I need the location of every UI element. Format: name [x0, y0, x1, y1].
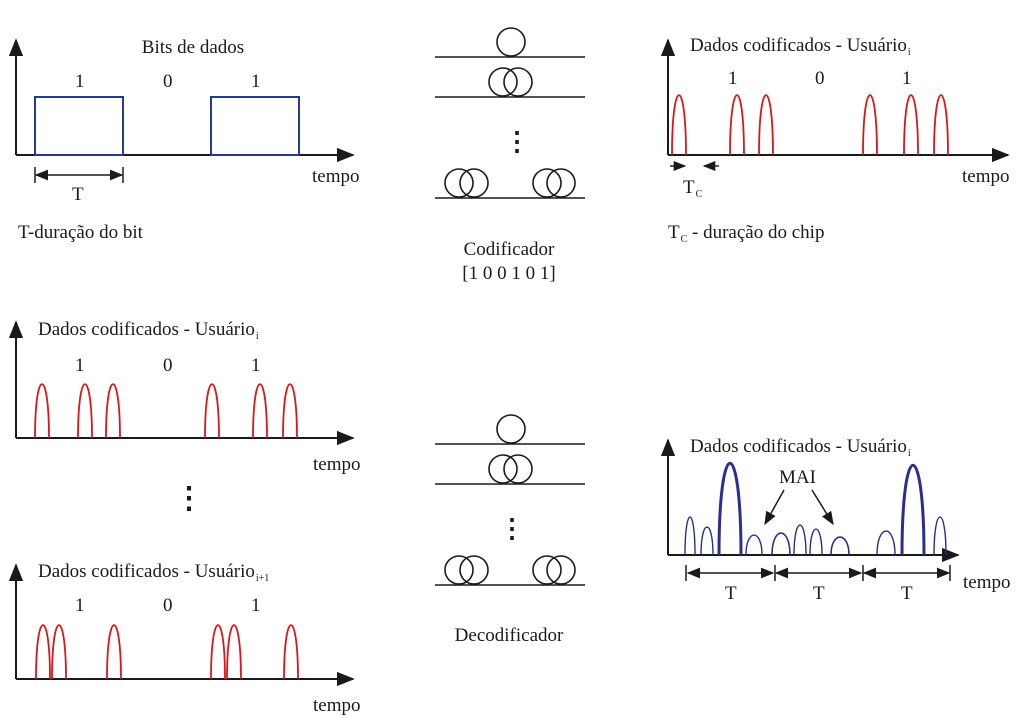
encoder-label: Codificador: [463, 239, 555, 260]
chip-caption-main: T: [668, 222, 680, 243]
time-axis-label: tempo: [312, 166, 360, 187]
user-i1-chip-pulses: [35, 624, 299, 680]
chip-pulse-3: [758, 94, 774, 156]
decoded-panel-axes: [660, 438, 960, 563]
encoded-time-axis-label: tempo: [962, 166, 1010, 187]
decoder-fiber-lines: [435, 443, 585, 586]
user-i1-chip-pulse-5: [226, 624, 242, 680]
user-i1-bit-label-1: 1: [75, 595, 85, 616]
decoded-pulse-9: [876, 530, 896, 556]
mai-label: MAI: [779, 467, 816, 488]
decoder-ellipsis: ⋮: [499, 514, 525, 543]
user-i-bit-label-1: 1: [75, 355, 85, 376]
user-i1-bit-label-3: 1: [251, 595, 261, 616]
encoder-ring-icon: [444, 27, 576, 198]
user-i1-chip-pulse-1: [35, 624, 51, 680]
user-i-chip-pulse-3: [105, 383, 121, 439]
chip-period-subscript: C: [695, 189, 703, 200]
decoded-pulse-3: [717, 462, 743, 556]
decoded-pulse-10: [900, 464, 926, 556]
encoder-fiber-lines: [435, 56, 585, 199]
user-i-time-axis-label: tempo: [313, 454, 361, 475]
decoded-pulse-1: [684, 516, 696, 556]
decoded-period-arrows: [685, 565, 951, 581]
chip-pulse-2: [729, 94, 745, 156]
decoded-period-label-1: T: [725, 583, 737, 604]
chip-pulse-4: [862, 94, 878, 156]
decoded-period-label-3: T: [901, 583, 913, 604]
user-i-chip-pulse-1: [34, 383, 50, 439]
users-ellipsis: ⋮: [174, 482, 204, 515]
mai-arrow-right: [811, 489, 834, 526]
chip-pulse-5: [903, 94, 919, 156]
decoded-pulse-11: [933, 516, 947, 556]
user-i1-chip-pulse-6: [283, 624, 299, 680]
user-i-title-subscript: i: [255, 331, 259, 342]
user-i-title-text: Dados codificados - Usuário: [38, 319, 255, 340]
chip-caption-subscript: C: [680, 234, 688, 245]
user-i-bit-label-3: 1: [251, 355, 261, 376]
user-i-chip-pulse-2: [77, 383, 93, 439]
user-i-chip-pulse-4: [204, 383, 220, 439]
user-i-chip-pulses: [34, 383, 298, 439]
decoded-title-text: Dados codificados - Usuário: [690, 436, 907, 457]
decoded-time-axis-label: tempo: [963, 572, 1011, 593]
user-i1-title: Dados codificados - Usuárioi+1: [38, 561, 270, 584]
decoded-pulse-4: [745, 534, 763, 556]
encoded-title-text: Dados codificados - Usuário: [690, 35, 907, 56]
bit-label-1: 1: [75, 71, 85, 92]
decoded-period-label-2: T: [813, 583, 825, 604]
decoded-pulse-7: [809, 528, 823, 556]
bit-period-label: T: [72, 184, 84, 205]
user-i1-time-axis-label: tempo: [313, 695, 361, 716]
user-i1-chip-pulse-3: [106, 624, 122, 680]
chip-pulses: [671, 94, 949, 156]
bits-title: Bits de dados: [141, 37, 245, 58]
user-i1-bit-label-2: 0: [163, 595, 173, 616]
user-i1-chip-pulse-4: [210, 624, 226, 680]
user-i-bit-label-2: 0: [163, 355, 173, 376]
user-i-title: Dados codificados - Usuárioi: [38, 319, 259, 342]
mai-arrow-left: [764, 489, 785, 526]
chip-caption-rest: - duração do chip: [687, 222, 825, 243]
encoded-bit-label-3: 1: [902, 68, 912, 89]
encoder-ellipsis: ⋮: [504, 127, 530, 156]
decoded-pulse-2: [700, 526, 714, 556]
decoded-title: Dados codificados - Usuárioi: [690, 436, 911, 459]
user-i-chip-pulse-5: [252, 383, 268, 439]
bit-duration-caption: T-duração do bit: [18, 222, 143, 243]
decoded-pulse-8: [830, 536, 850, 556]
chip-period-text: T: [683, 177, 695, 198]
user-i1-title-subscript: i+1: [255, 573, 270, 584]
decoded-pulse-5: [771, 532, 791, 556]
encoded-panel-axes: [660, 38, 1010, 163]
bit-pulse-3: [210, 96, 300, 156]
encoded-bit-label-2: 0: [815, 68, 825, 89]
chip-period-label: TC: [683, 177, 703, 200]
encoder-code: [1 0 0 1 0 1]: [462, 263, 556, 284]
user-i-chip-pulse-6: [282, 383, 298, 439]
encoded-title-subscript: i: [907, 47, 911, 58]
chip-duration-caption: TC - duração do chip: [668, 222, 825, 245]
decoded-pulses: [684, 462, 947, 556]
bit-pulse-1: [34, 96, 124, 156]
decoder-label: Decodificador: [454, 625, 564, 646]
encoded-title: Dados codificados - Usuárioi: [690, 35, 911, 58]
decoder-ring-icon: [444, 414, 576, 585]
bit-label-2: 0: [163, 71, 173, 92]
user-i1-chip-pulse-2: [51, 624, 67, 680]
encoded-bit-label-1: 1: [728, 68, 738, 89]
user-i1-title-text: Dados codificados - Usuário: [38, 561, 255, 582]
user-i1-panel-axes: [8, 563, 355, 687]
bit-label-3: 1: [251, 71, 261, 92]
decoded-pulse-6: [793, 524, 807, 556]
chip-pulse-1: [671, 94, 687, 156]
chip-pulse-6: [933, 94, 949, 156]
decoded-title-subscript: i: [907, 448, 911, 459]
